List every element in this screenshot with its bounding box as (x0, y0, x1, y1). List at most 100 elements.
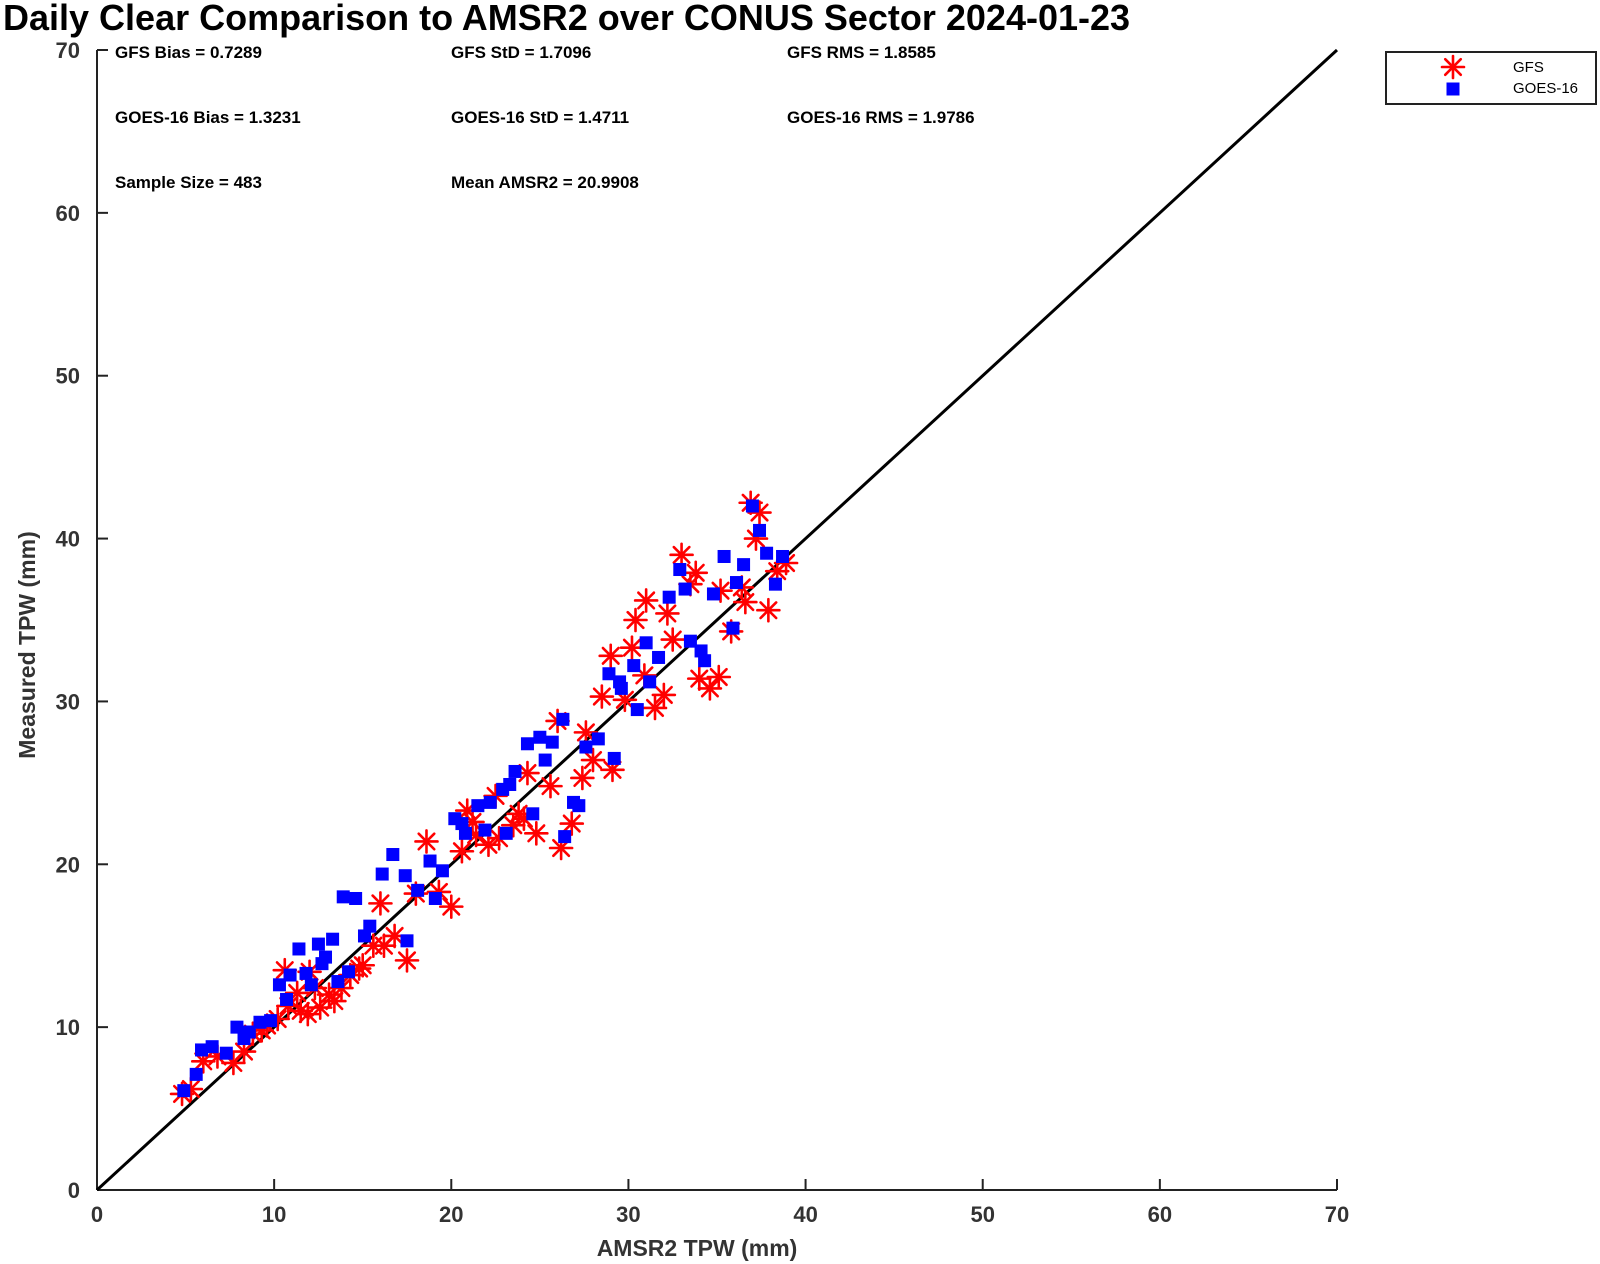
goes16-point (508, 764, 522, 778)
legend-box (1385, 51, 1597, 105)
goes16-point (745, 499, 759, 513)
gfs-point (642, 695, 668, 721)
gfs-point (559, 811, 585, 836)
goes16-point (753, 523, 767, 537)
goes16-point (639, 636, 653, 650)
goes16-point (283, 968, 297, 982)
goes16-point (538, 753, 552, 767)
goes16-point (737, 558, 751, 572)
goes16-point (556, 712, 570, 726)
gfs-point (623, 607, 648, 633)
goes16-point (471, 799, 485, 813)
gfs-point (669, 542, 694, 568)
goes16-point (602, 667, 616, 681)
goes16-point (177, 1084, 191, 1098)
goes16-point (326, 932, 340, 946)
stat-goes-rms: GOES-16 RMS = 1.9786 (787, 108, 975, 127)
x-tick-label: 0 (91, 1202, 103, 1227)
gfs-point (394, 948, 420, 973)
goes16-point (678, 582, 692, 596)
gfs-point (573, 720, 599, 745)
goes16-point (398, 869, 412, 883)
axes: 0 10 20 30 40 50 60 70 0 10 20 30 40 50 60 70 (56, 38, 1350, 1227)
goes16-point (768, 577, 782, 591)
goes16-point (386, 848, 400, 862)
gfs-point (414, 829, 439, 854)
x-tick-label: 70 (1325, 1202, 1349, 1227)
y-tick-label: 10 (56, 1015, 80, 1040)
goes16-point (299, 966, 313, 980)
gfs-point (580, 747, 606, 773)
goes16-point (760, 546, 774, 560)
gfs-point (660, 627, 686, 652)
gfs-point (733, 589, 758, 615)
goes16-point (683, 634, 697, 648)
goes16-point (526, 807, 540, 821)
y-tick-label: 70 (56, 38, 80, 63)
goes16-point (607, 751, 621, 765)
goes16-point (694, 644, 708, 658)
y-tick-label: 40 (56, 527, 80, 552)
goes16-point (520, 737, 534, 751)
goes16-point (349, 891, 363, 905)
goes16-point (357, 929, 371, 943)
gfs-point (619, 635, 645, 660)
goes16-point (558, 830, 572, 844)
goes16-point (652, 650, 666, 664)
stats-panel: GFS Bias = 0.7289 GFS StD = 1.7096 GFS R… (115, 43, 975, 192)
gfs-point (288, 998, 314, 1024)
goes16-point (662, 590, 676, 604)
goes16-point (726, 621, 740, 635)
goes16-point (237, 1032, 251, 1046)
goes16-point (572, 799, 586, 813)
stat-gfs-std: GFS StD = 1.7096 (451, 43, 591, 62)
goes16-point (304, 978, 318, 992)
goes16-point (280, 992, 294, 1006)
x-tick-label: 40 (793, 1202, 817, 1227)
goes16-point (533, 730, 547, 744)
gfs-point (633, 588, 659, 613)
gfs-point (683, 560, 709, 586)
goes16-point (292, 942, 306, 956)
goes16-point (205, 1040, 219, 1054)
gfs-point (651, 682, 677, 708)
goes16-point (272, 978, 286, 992)
goes16-point (455, 817, 469, 831)
legend-goes16-marker (1446, 82, 1460, 96)
gfs-point (368, 891, 393, 916)
gfs-point (756, 597, 781, 623)
goes16-point (363, 919, 377, 933)
goes16-point (591, 732, 605, 746)
goes16-point (195, 1043, 209, 1057)
goes16-point (336, 890, 350, 904)
gfs-point (449, 838, 475, 864)
x-tick-label: 50 (970, 1202, 994, 1227)
legend-gfs-label: GFS (1513, 59, 1544, 76)
x-tick-label: 60 (1148, 1202, 1172, 1227)
gfs-point (538, 773, 563, 799)
gfs-point (697, 676, 723, 701)
gfs-point (598, 643, 624, 669)
gfs-point (655, 601, 680, 626)
goes16-point (579, 740, 593, 754)
y-tick-label: 60 (56, 201, 80, 226)
goes16-point (717, 549, 731, 563)
goes16-point (627, 659, 641, 673)
goes16-point (400, 934, 414, 948)
goes16-point (545, 735, 559, 749)
gfs-point (322, 988, 347, 1014)
y-axis-label: Measured TPW (mm) (14, 531, 40, 758)
goes16-point (630, 703, 644, 717)
goes16-point (613, 675, 627, 689)
gfs-point (506, 801, 531, 827)
goes16-point (499, 826, 513, 840)
goes16-point (428, 891, 442, 905)
legend-gfs-asterisk (1440, 54, 1466, 80)
goes16-point (706, 587, 720, 601)
goes16-point (643, 675, 657, 689)
x-tick-label: 10 (262, 1202, 286, 1227)
goes16-point (423, 854, 437, 868)
x-tick-label: 30 (616, 1202, 640, 1227)
